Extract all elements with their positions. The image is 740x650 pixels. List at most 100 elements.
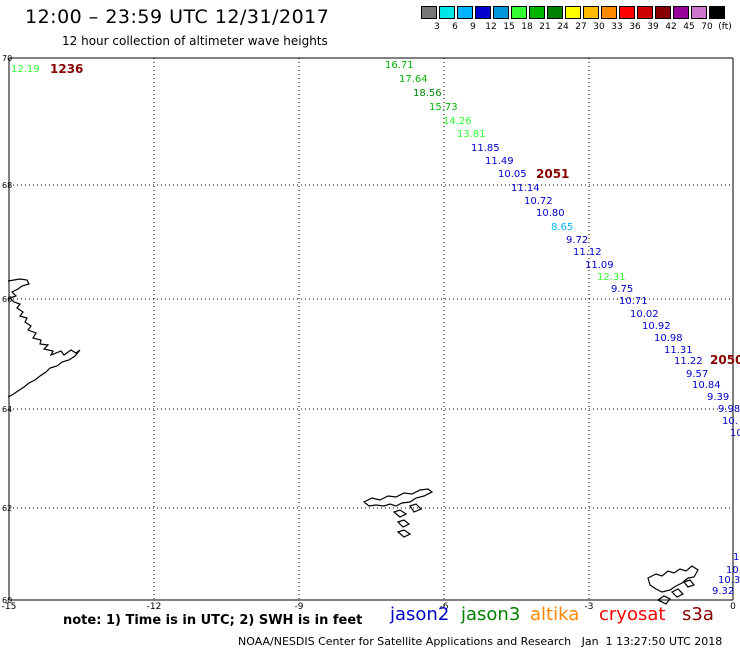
wave-height-readings: 12.19 16.71 17.64 18.56 15.73 14.26 13.81 11.85… <box>11 60 740 597</box>
legend-label: 33 <box>611 22 623 32</box>
wave-reading: 11.85 <box>471 143 500 154</box>
page-subtitle: 12 hour collection of altimeter wave hei… <box>62 34 328 48</box>
wave-reading: 11.12 <box>573 247 602 258</box>
satellite-name: altika <box>530 604 580 625</box>
wave-reading: 1 <box>733 552 739 563</box>
lon-label: -12 <box>147 602 162 612</box>
wave-reading: 12.31 <box>597 272 626 283</box>
legend-swatch <box>547 6 563 19</box>
legend-swatch <box>529 6 545 19</box>
wave-reading: 9.39 <box>707 392 729 403</box>
legend-label: 42 <box>665 22 677 32</box>
wave-reading: 11.22 <box>674 356 703 367</box>
legend-swatch <box>601 6 617 19</box>
wave-reading: 16.71 <box>385 60 414 71</box>
legend-label: 39 <box>647 22 659 32</box>
lon-label: -15 <box>2 602 17 612</box>
wave-reading: 10.98 <box>654 333 683 344</box>
page-title: 12:00 – 23:59 UTC 12/31/2017 <box>25 6 330 28</box>
pass-time-label: 2051 <box>536 167 569 181</box>
wave-reading: 10. <box>722 416 738 427</box>
wave-reading: 10.84 <box>692 380 721 391</box>
wave-reading: 9.98 <box>718 404 740 415</box>
legend-label: (ft) <box>718 22 732 32</box>
pass-time-label: 2050 <box>710 353 740 367</box>
legend-swatch <box>421 6 437 19</box>
legend-swatch <box>709 6 725 19</box>
legend-label: 27 <box>575 22 587 32</box>
satellite-name: s3a <box>682 604 714 625</box>
lon-label: -6 <box>440 602 449 612</box>
map-grid <box>8 57 734 601</box>
iceland-coast <box>7 278 81 398</box>
lat-label: 68 <box>2 181 12 190</box>
legend-label: 15 <box>503 22 515 32</box>
legend-swatch <box>691 6 707 19</box>
legend-swatch <box>457 6 473 19</box>
lat-label: 66 <box>2 295 12 304</box>
legend-swatch <box>655 6 671 19</box>
wave-reading: 10 <box>730 428 740 439</box>
lat-label: 62 <box>2 504 12 513</box>
wave-reading: 17.64 <box>399 74 428 85</box>
legend-swatch <box>493 6 509 19</box>
wave-reading: 10.02 <box>630 309 659 320</box>
satellite-name: jason3 <box>461 604 521 625</box>
satellite-name: cryosat <box>599 604 666 625</box>
legend-swatch <box>673 6 689 19</box>
wave-reading: 14.26 <box>443 116 472 127</box>
legend-label: 18 <box>521 22 533 32</box>
lat-label: 64 <box>2 405 12 414</box>
wave-reading: 12.19 <box>11 64 40 75</box>
wave-reading: 10.05 <box>498 169 527 180</box>
legend-swatch <box>583 6 599 19</box>
legend-label: 45 <box>683 22 695 32</box>
legend-swatch <box>565 6 581 19</box>
longitude-labels: -15 -12 -9 -6 -3 0 <box>2 602 736 612</box>
legend-label: 6 <box>452 22 458 32</box>
shetland-islands <box>647 565 699 593</box>
pass-time-labels: 1236 2051 2050 <box>50 62 740 367</box>
wave-reading: 9.72 <box>566 235 588 246</box>
legend-label: 3 <box>434 22 440 32</box>
wave-reading: 9.75 <box>611 284 633 295</box>
wave-reading: 10. <box>726 565 740 576</box>
lat-label: 60 <box>2 596 12 605</box>
wave-reading: 10.72 <box>524 196 553 207</box>
wave-reading: 11.09 <box>585 260 614 271</box>
lat-label: 70 <box>2 54 12 63</box>
legend-label: 30 <box>593 22 605 32</box>
satellite-name: jason2 <box>390 604 450 625</box>
wave-reading: 9.32 <box>712 586 734 597</box>
legend-swatch <box>439 6 455 19</box>
legend-swatch <box>475 6 491 19</box>
legend-swatch <box>511 6 527 19</box>
wave-reading: 10.80 <box>536 208 565 219</box>
legend-label: 21 <box>539 22 551 32</box>
legend-label: 70 <box>701 22 713 32</box>
coastlines <box>7 278 699 605</box>
wave-reading: 10.71 <box>619 296 648 307</box>
lon-label: 0 <box>730 602 736 612</box>
wave-reading: 11.14 <box>511 183 540 194</box>
legend-label: 12 <box>485 22 497 32</box>
lon-label: -9 <box>295 602 304 612</box>
latitude-labels: 70 68 66 64 62 60 <box>2 54 12 605</box>
footer-note: note: 1) Time is in UTC; 2) SWH is in fe… <box>63 613 363 628</box>
credit-line: NOAA/NESDIS Center for Satellite Applica… <box>238 635 723 648</box>
wave-reading: 9.57 <box>686 369 708 380</box>
wave-reading: 18.56 <box>413 88 442 99</box>
legend-label: 9 <box>470 22 476 32</box>
faroe-islands <box>362 488 434 507</box>
legend-swatch <box>619 6 635 19</box>
wave-reading: 10.3 <box>718 575 740 586</box>
pass-time-label: 1236 <box>50 62 83 76</box>
wave-reading: 11.49 <box>485 156 514 167</box>
wave-reading: 8.65 <box>551 222 573 233</box>
lon-label: -3 <box>585 602 594 612</box>
legend-label: 36 <box>629 22 641 32</box>
legend-label: 24 <box>557 22 569 32</box>
legend-swatch <box>637 6 653 19</box>
wave-reading: 11.31 <box>664 345 693 356</box>
